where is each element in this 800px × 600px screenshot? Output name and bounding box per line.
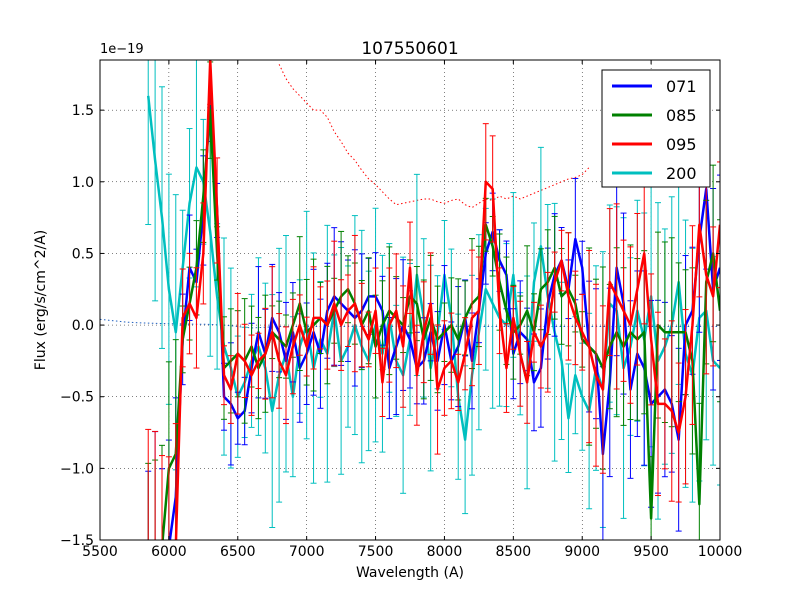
series-095 bbox=[145, 60, 720, 540]
y-tick-label: −1.0 bbox=[60, 461, 94, 477]
x-tick-label: 10000 bbox=[698, 544, 743, 560]
legend-box bbox=[601, 69, 711, 188]
x-tick-label: 9000 bbox=[564, 544, 600, 560]
legend-label-095: 095 bbox=[666, 135, 697, 154]
x-tick-label: 7500 bbox=[358, 544, 394, 560]
y-tick-label: 1.5 bbox=[72, 103, 94, 119]
plot-frame bbox=[99, 59, 721, 541]
y-tick-label: 0.5 bbox=[72, 246, 94, 262]
x-tick-label: 6500 bbox=[220, 544, 256, 560]
x-tick-label: 9500 bbox=[633, 544, 669, 560]
axis-ticks: 5500 6000 6500 7000 7500 8000 8500 9000 9500 1000… bbox=[60, 60, 742, 560]
x-tick-label: 5500 bbox=[82, 544, 118, 560]
x-tick-label: 8500 bbox=[496, 544, 532, 560]
legend-label-200: 200 bbox=[666, 164, 697, 183]
y-axis-label: Flux (erg/s/cm^2/A) bbox=[33, 230, 49, 370]
y-tick-label: 0.0 bbox=[72, 318, 94, 334]
chart-title: 107550601 bbox=[361, 39, 458, 59]
y-tick-label: 1.0 bbox=[72, 175, 94, 191]
x-axis-label: Wavelength (A) bbox=[356, 565, 464, 581]
x-tick-label: 6000 bbox=[151, 544, 187, 560]
legend-label-085: 085 bbox=[666, 106, 697, 125]
legend-label-071: 071 bbox=[666, 77, 697, 96]
x-tick-label: 8000 bbox=[427, 544, 463, 560]
y-offset-label: 1e−19 bbox=[100, 42, 144, 57]
series-layer bbox=[145, 60, 720, 540]
legend: 071 085 095 200 bbox=[601, 69, 711, 188]
y-tick-label: −1.5 bbox=[60, 533, 94, 549]
x-tick-label: 7000 bbox=[289, 544, 325, 560]
y-tick-label: −0.5 bbox=[60, 390, 94, 406]
series-line-095 bbox=[174, 60, 720, 540]
